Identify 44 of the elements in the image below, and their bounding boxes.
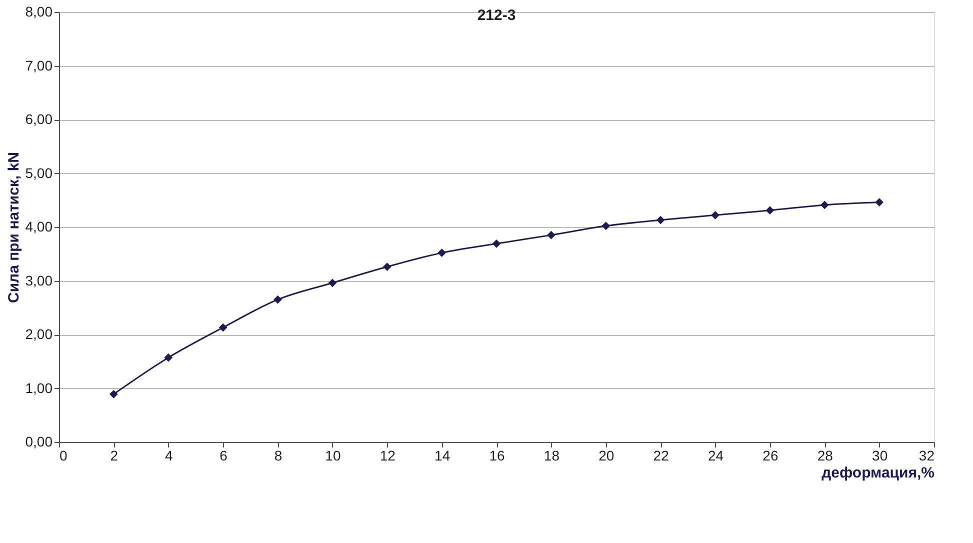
y-tick-label: 7,00 xyxy=(25,57,53,74)
x-tick-label: 30 xyxy=(872,448,888,464)
point xyxy=(438,248,446,257)
x-tick-label: 2 xyxy=(110,448,118,464)
x-tick-label: 28 xyxy=(817,448,834,464)
x-tick-label: 22 xyxy=(653,448,670,464)
point xyxy=(274,295,282,304)
x-tick-label: 26 xyxy=(762,448,778,464)
x-tick-label: 0 xyxy=(60,448,68,464)
y-tick-label: 3,00 xyxy=(25,272,53,288)
y-tick-label: 0,00 xyxy=(25,434,53,450)
y-tick-label: 2,00 xyxy=(25,326,53,342)
x-tick-label: 4 xyxy=(164,448,173,464)
y-tick-label: 1,00 xyxy=(25,380,53,396)
point xyxy=(766,206,774,215)
x-tick-label: 24 xyxy=(708,448,724,464)
x-tick-label: 32 xyxy=(918,448,935,464)
y-tick-label: 6,00 xyxy=(25,111,53,127)
x-tick-label: 12 xyxy=(380,448,396,464)
x-axis-title: деформация,% xyxy=(822,464,934,482)
y-tick-label: 5,00 xyxy=(25,164,53,181)
x-tick-label: 8 xyxy=(274,448,282,464)
point xyxy=(602,222,610,230)
point xyxy=(547,230,556,240)
point xyxy=(218,323,228,332)
x-tick-label: 14 xyxy=(434,448,450,464)
point xyxy=(820,200,829,210)
x-tick-label: 16 xyxy=(489,448,505,464)
point xyxy=(164,353,173,362)
x-tick-label: 18 xyxy=(544,448,560,464)
point xyxy=(656,216,665,224)
point xyxy=(875,198,884,206)
point xyxy=(382,262,392,271)
x-tick-label: 20 xyxy=(598,448,614,464)
y-axis-title: Сила при натиск, kN xyxy=(5,152,22,304)
point xyxy=(711,210,720,220)
point xyxy=(492,239,501,248)
y-tick-label: 8,00 xyxy=(25,4,53,20)
point xyxy=(110,390,118,398)
y-tick-label: 4,00 xyxy=(25,218,53,234)
chart-title: 212-3 xyxy=(477,7,516,24)
x-tick-label: 6 xyxy=(220,448,228,464)
point xyxy=(328,278,337,288)
x-tick-label: 10 xyxy=(325,448,341,464)
